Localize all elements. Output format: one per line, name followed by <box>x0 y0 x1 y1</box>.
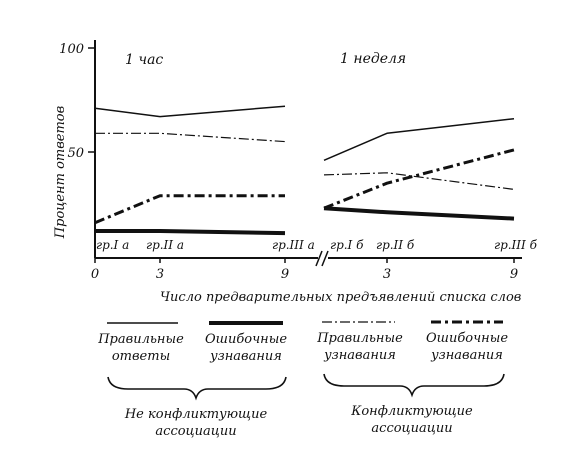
x-tick-label: 3 <box>156 267 164 282</box>
legend-label: узнавания <box>430 348 503 363</box>
group-label: гр.III б <box>494 238 538 252</box>
legend-label: узнавания <box>209 349 282 364</box>
group-label: гр.I б <box>330 238 364 252</box>
series-line-conflict-correct <box>323 172 515 190</box>
legend-label: Ошибочные <box>426 331 508 346</box>
y-tick-label: 50 <box>67 146 84 161</box>
axis-break-mark <box>321 250 329 267</box>
x-tick-label: 9 <box>510 267 518 282</box>
legend-label: ответы <box>112 349 170 364</box>
y-tick-label: 100 <box>59 42 84 57</box>
group-label: гр.II а <box>146 238 184 252</box>
series-line-conflict-correct <box>95 132 286 143</box>
group-label: гр.I а <box>96 238 129 252</box>
legend-brace <box>323 373 505 398</box>
y-axis-label: Процент ответов <box>53 106 68 239</box>
legend-group-label: ассоциации <box>155 424 236 439</box>
panel-title: 1 час <box>125 52 163 68</box>
axis-break-mark <box>315 250 323 267</box>
legend-brace <box>107 376 287 401</box>
legend-group-label: Конфликтующие <box>350 404 473 419</box>
x-axis-label: Число предварительных предъявлений списк… <box>160 290 521 305</box>
series-line-conflict-errors <box>323 148 515 210</box>
series-line-conflict-errors <box>94 194 285 225</box>
plot-area <box>94 105 515 236</box>
legend-group-label: ассоциации <box>371 421 452 436</box>
legend-label: узнавания <box>323 348 396 363</box>
series-line-correct <box>323 117 515 161</box>
series-line-errors <box>95 229 286 236</box>
x-tick-label: 9 <box>281 267 289 282</box>
x-tick-label: 0 <box>91 267 99 282</box>
x-tick-label: 3 <box>383 267 391 282</box>
panel-title: 1 неделя <box>340 51 406 67</box>
group-label: гр.II б <box>376 238 415 252</box>
series-line-correct <box>94 105 286 118</box>
series-line-errors <box>323 206 515 221</box>
group-label: гр.III а <box>272 238 315 252</box>
legend-label: Правильные <box>316 331 403 346</box>
legend-label: Ошибочные <box>205 332 287 347</box>
legend-label: Правильные <box>97 332 184 347</box>
legend-group-label: Не конфликтующие <box>124 407 268 422</box>
